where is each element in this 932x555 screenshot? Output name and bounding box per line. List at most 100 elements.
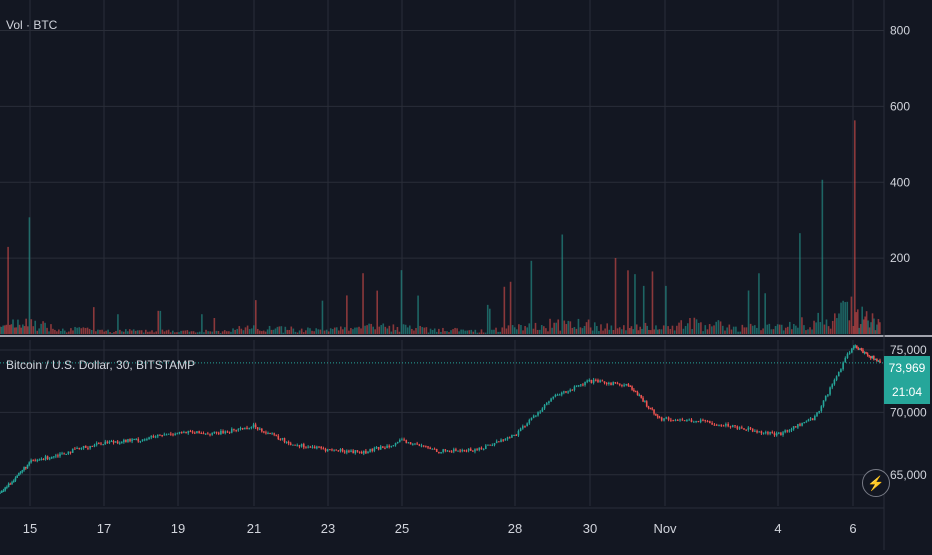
volume-bar <box>72 330 74 334</box>
volume-y-tick-label: 400 <box>890 175 910 189</box>
candle-body <box>183 431 185 433</box>
candle-body <box>356 450 359 452</box>
candle-body <box>302 444 305 448</box>
candle-body <box>224 431 227 434</box>
candle-body <box>584 381 586 386</box>
candle-body <box>814 416 816 421</box>
volume-bar <box>58 329 60 334</box>
volume-bar <box>105 330 107 334</box>
volume-bar <box>446 331 448 334</box>
volume-bar <box>495 327 497 334</box>
candle-body <box>625 384 628 386</box>
candle-body <box>640 395 643 398</box>
volume-bar <box>680 320 683 334</box>
candle-body <box>734 425 736 427</box>
volume-bar <box>171 330 174 334</box>
candle-body <box>860 348 863 350</box>
volume-bar <box>879 322 881 334</box>
candle-body <box>289 443 292 445</box>
candle-body <box>760 431 763 434</box>
candle-body <box>422 445 425 447</box>
volume-bar <box>713 325 715 334</box>
candle-body <box>67 451 70 454</box>
volume-bar <box>270 329 273 334</box>
candle-body <box>618 383 621 385</box>
volume-bar <box>378 326 381 334</box>
volume-bar <box>501 327 504 334</box>
candle-body <box>506 437 509 439</box>
candle-body <box>840 369 842 373</box>
candle-body <box>12 480 15 483</box>
candle-body <box>431 448 434 450</box>
volume-bar <box>540 325 543 334</box>
candle-body <box>360 451 363 454</box>
candle-body <box>148 437 150 440</box>
candle-body <box>702 419 704 421</box>
volume-bar <box>284 326 287 334</box>
volume-bar <box>86 327 89 334</box>
candle-body <box>120 442 123 444</box>
volume-bar <box>815 322 817 334</box>
candle-body <box>463 450 466 452</box>
volume-bar <box>253 325 255 334</box>
volume-bar <box>438 328 440 334</box>
candle-body <box>200 433 203 435</box>
volume-bar <box>80 328 83 334</box>
candle-body <box>19 471 22 473</box>
volume-bar <box>697 322 700 334</box>
volume-bar <box>305 330 307 334</box>
candle-body <box>211 433 213 435</box>
candle-body <box>42 458 45 460</box>
candle-body <box>829 387 831 395</box>
candle-body <box>141 439 144 441</box>
candle-body <box>74 448 76 450</box>
volume-bar <box>161 329 164 334</box>
candle-body <box>369 449 371 452</box>
volume-bar <box>298 330 301 334</box>
volume-bar <box>134 330 137 334</box>
volume-bar <box>111 332 113 334</box>
lightning-icon[interactable]: ⚡ <box>862 469 890 497</box>
candle-body <box>100 443 102 445</box>
candle-body <box>569 389 572 392</box>
volume-bar <box>248 329 251 334</box>
volume-bar <box>242 330 245 334</box>
candle-body <box>416 443 418 445</box>
volume-bar <box>691 329 693 334</box>
candle-body <box>335 449 338 451</box>
volume-bar <box>384 326 387 334</box>
volume-bar <box>274 328 277 334</box>
volume-bar <box>12 319 14 334</box>
candle-body <box>309 446 312 448</box>
volume-bar <box>478 332 481 334</box>
volume-bar <box>598 330 600 334</box>
candle-body <box>102 444 104 446</box>
candle-body <box>250 427 253 429</box>
candle-body <box>146 439 148 441</box>
volume-bar <box>313 331 315 334</box>
candle-body <box>11 482 13 484</box>
volume-bar <box>770 329 773 334</box>
candle-body <box>605 383 608 385</box>
candle-body <box>513 434 515 436</box>
candle-body <box>165 434 168 436</box>
volume-bar <box>762 328 764 334</box>
candle-body <box>40 458 43 460</box>
volume-bar <box>476 332 479 334</box>
volume-bar <box>132 329 135 334</box>
candle-body <box>524 426 526 428</box>
candle-body <box>78 447 81 449</box>
candle-body <box>254 424 257 428</box>
volume-bar <box>844 302 846 334</box>
volume-bar <box>876 324 878 334</box>
volume-bar <box>230 331 232 334</box>
volume-bar <box>753 325 756 334</box>
candle-body <box>191 431 194 433</box>
volume-y-ticks: 200 400 600 800 <box>890 24 910 266</box>
volume-bar <box>360 328 362 334</box>
volume-bar <box>342 329 344 334</box>
volume-bar <box>583 325 586 334</box>
volume-bar <box>329 328 332 334</box>
